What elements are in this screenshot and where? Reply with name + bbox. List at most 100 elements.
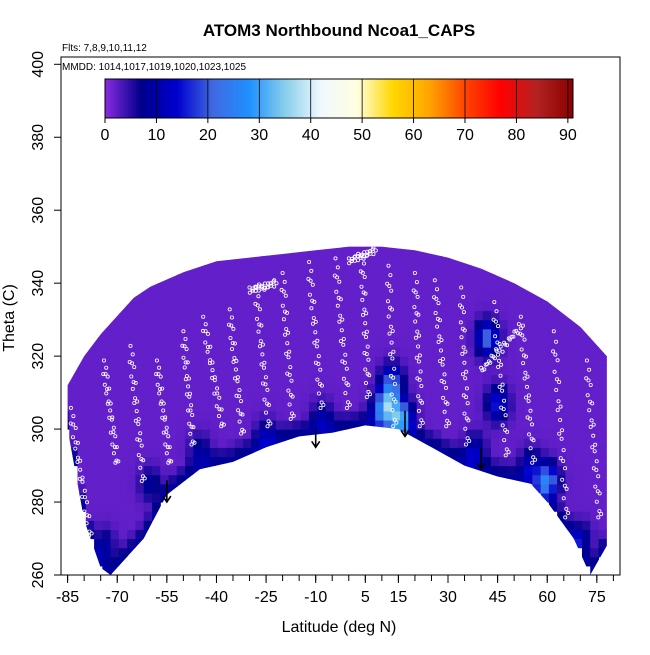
observation-point <box>256 294 261 299</box>
heatmap-cell <box>242 410 252 421</box>
heatmap-cell <box>218 410 227 421</box>
heatmap-cell <box>524 392 533 403</box>
observation-point <box>525 374 530 379</box>
observation-point <box>457 303 462 308</box>
colorbar-segment <box>403 79 407 118</box>
heatmap-cell <box>499 347 509 357</box>
observation-point <box>347 402 352 407</box>
observation-point <box>226 322 231 327</box>
heatmap-cell <box>507 456 517 467</box>
heatmap-cell <box>284 246 294 248</box>
x-tick-label: 15 <box>389 589 407 606</box>
colorbar-segment <box>300 79 304 118</box>
heatmap-cell <box>499 365 509 375</box>
heatmap-cell <box>333 246 343 257</box>
heatmap-cell <box>606 492 607 503</box>
observation-point <box>189 424 194 429</box>
heatmap-cell <box>267 365 277 375</box>
heatmap-cell <box>110 301 120 312</box>
heatmap-cell <box>135 429 145 439</box>
observation-point <box>416 394 421 399</box>
heatmap-cell <box>209 328 219 339</box>
heatmap-cell <box>449 365 459 375</box>
heatmap-cell <box>185 410 194 421</box>
heatmap-cell <box>375 383 385 394</box>
observation-point <box>319 383 324 388</box>
heatmap-cell <box>333 283 343 293</box>
colorbar-segment <box>547 79 551 118</box>
flight-track <box>584 358 604 520</box>
heatmap-cell <box>94 429 103 439</box>
heatmap-cell <box>143 337 153 348</box>
heatmap-cell <box>118 556 128 567</box>
heatmap-cell <box>102 410 112 421</box>
heatmap-cell <box>242 447 252 458</box>
heatmap-cell <box>300 401 310 412</box>
heatmap-cell <box>176 401 186 412</box>
heatmap-cell <box>135 283 145 293</box>
heatmap-cell <box>102 356 112 366</box>
observation-point <box>482 367 487 372</box>
heatmap-cell <box>118 347 128 357</box>
heatmap-cell <box>615 475 624 485</box>
observation-point <box>165 445 170 450</box>
observation-point <box>500 388 505 393</box>
heatmap-cell <box>424 365 434 375</box>
colorbar-segment <box>318 79 322 118</box>
heatmap-cell <box>424 264 434 275</box>
heatmap-cell <box>400 264 409 275</box>
flight-track <box>247 278 279 295</box>
heatmap-cell <box>615 447 624 457</box>
observation-point <box>359 284 364 289</box>
heatmap-cell <box>77 438 87 448</box>
heatmap-cell <box>524 419 533 430</box>
heatmap-cell <box>118 374 128 385</box>
observation-point <box>71 422 76 427</box>
heatmap-cell <box>251 419 261 430</box>
heatmap-cell <box>218 447 227 458</box>
observation-point <box>522 337 527 342</box>
flight-track <box>279 270 296 421</box>
heatmap-cell <box>276 410 285 421</box>
heatmap-cell <box>176 392 186 403</box>
heatmap-cell <box>540 483 550 494</box>
heatmap-cell <box>110 337 120 348</box>
heatmap-cell <box>524 365 533 375</box>
heatmap-cell <box>292 283 302 293</box>
observation-point <box>554 339 559 344</box>
heatmap-cell <box>342 419 352 430</box>
heatmap-cell <box>209 401 219 412</box>
heatmap-cell <box>441 310 451 321</box>
observation-point <box>496 364 501 369</box>
heatmap-cell <box>515 365 525 375</box>
heatmap-cell <box>581 529 591 540</box>
heatmap-cell <box>218 383 227 394</box>
heatmap-cell <box>615 402 624 412</box>
observation-point <box>523 370 528 375</box>
heatmap-cell <box>424 246 434 248</box>
heatmap-cell <box>276 419 285 430</box>
heatmap-cell <box>391 356 401 366</box>
heatmap-cell <box>532 429 542 439</box>
heatmap-cell <box>391 347 401 357</box>
observation-point <box>363 321 368 326</box>
heatmap-cell <box>67 392 70 403</box>
heatmap-cell <box>416 429 426 439</box>
heatmap-cell <box>557 374 567 385</box>
heatmap-cell <box>548 410 558 421</box>
heatmap-cell <box>598 520 607 530</box>
heatmap-cell <box>300 419 310 430</box>
observation-point <box>533 457 538 462</box>
heatmap-cell <box>474 429 484 439</box>
heatmap-cell <box>102 401 112 412</box>
observation-point <box>417 377 422 382</box>
heatmap-cell <box>267 419 277 430</box>
flight-track <box>226 307 246 436</box>
heatmap-cell <box>325 401 335 412</box>
flight-track <box>68 405 94 538</box>
heatmap-cell <box>176 337 186 348</box>
heatmap-cell <box>135 456 145 467</box>
colorbar-segment <box>351 79 355 118</box>
heatmap-cell <box>491 429 500 439</box>
observation-point <box>489 353 494 358</box>
